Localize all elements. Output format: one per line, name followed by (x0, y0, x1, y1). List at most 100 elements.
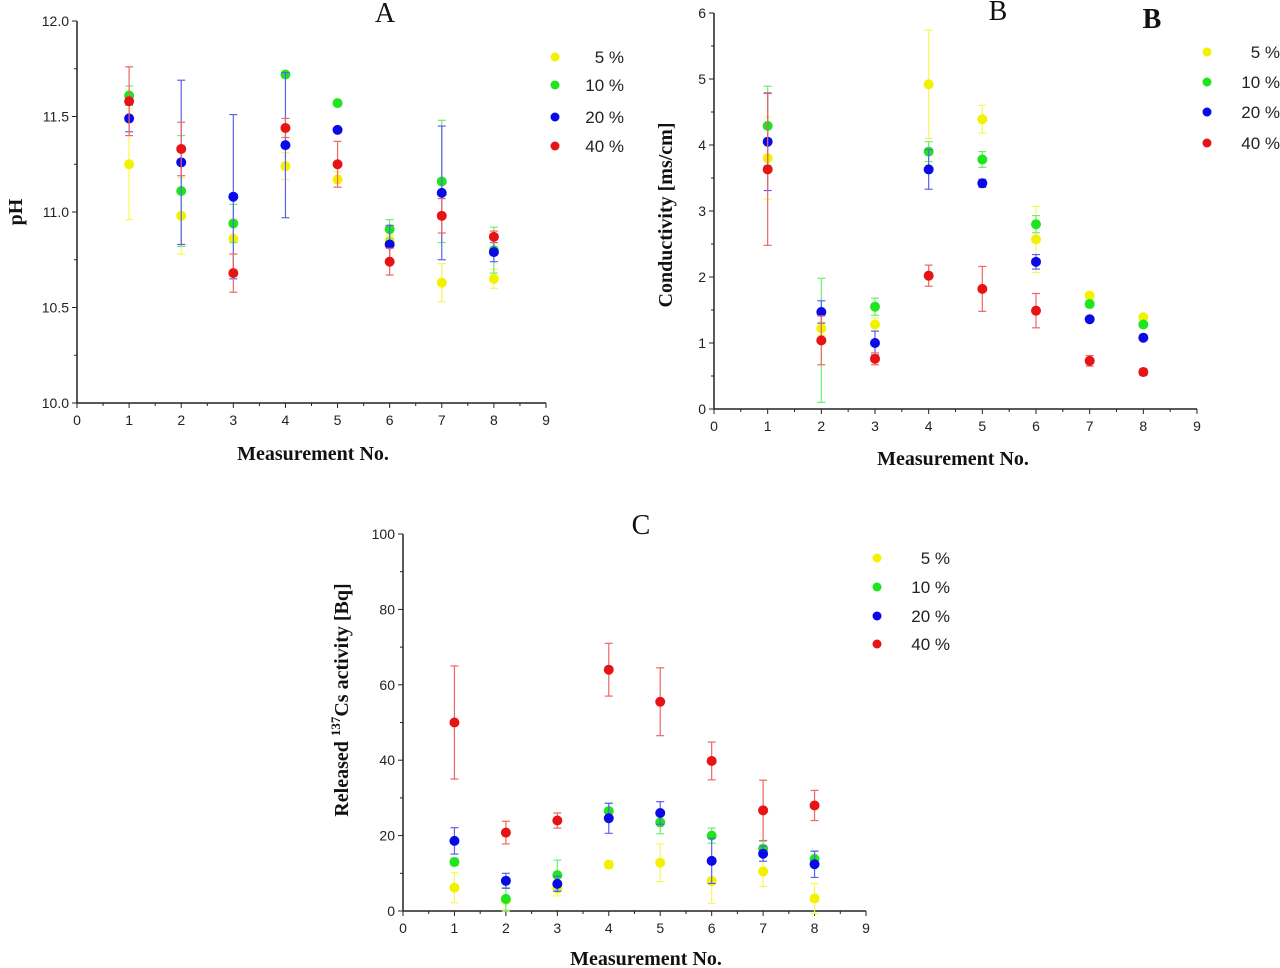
y-tick-label: 11.0 (43, 204, 69, 220)
data-point (552, 815, 563, 826)
x-axis-label: Measurement No. (877, 448, 1029, 470)
data-point (176, 143, 187, 154)
legend-marker (872, 553, 882, 563)
x-tick-label: 0 (710, 418, 718, 434)
data-point (1138, 332, 1149, 343)
x-tick-label: 9 (1193, 418, 1201, 434)
data-point (870, 319, 880, 330)
data-point (332, 159, 343, 170)
data-point (228, 268, 239, 279)
data-point (1031, 305, 1041, 316)
series-5-percent (762, 29, 1149, 336)
data-point (449, 717, 460, 728)
x-tick-label: 7 (759, 920, 767, 936)
legend-label: 5 % (921, 549, 950, 568)
data-point (870, 301, 880, 312)
legend-label: 10 % (911, 578, 950, 597)
y-tick-label: 1 (698, 335, 706, 351)
legend-label: 40 % (585, 137, 624, 156)
data-point (655, 696, 666, 707)
x-tick-label: 8 (811, 920, 819, 936)
data-point (332, 98, 343, 109)
y-axis-label-superscript: 137 (328, 716, 343, 736)
legend-label: 5 % (595, 48, 624, 67)
x-tick-label: 1 (764, 418, 772, 434)
x-tick-label: 7 (438, 412, 446, 428)
data-point (603, 813, 614, 824)
legend-label: 5 % (1251, 43, 1280, 62)
x-tick-label: 9 (862, 920, 870, 936)
x-axis-label: Measurement No. (237, 443, 389, 465)
y-tick-label: 10.5 (42, 300, 69, 316)
x-tick-label: 1 (451, 920, 459, 936)
x-tick-label: 3 (553, 920, 561, 936)
data-point (1138, 312, 1149, 323)
legend-label: 20 % (911, 607, 950, 626)
x-tick-label: 5 (978, 418, 986, 434)
data-point (758, 848, 769, 859)
legend-marker (1202, 138, 1212, 148)
data-point (923, 164, 934, 175)
legend-marker (1202, 107, 1212, 117)
x-tick-label: 6 (708, 920, 716, 936)
y-tick-label: 100 (372, 526, 396, 542)
data-point (603, 859, 614, 870)
legend-marker (872, 611, 882, 621)
data-point (1031, 256, 1041, 267)
x-tick-label: 8 (1139, 418, 1147, 434)
series-40-percent (762, 92, 1149, 378)
x-tick-label: 5 (334, 412, 342, 428)
data-point (816, 335, 827, 346)
data-point (384, 239, 395, 250)
y-tick-label: 40 (379, 752, 395, 768)
data-point (706, 755, 717, 766)
y-tick-label: 0 (387, 903, 395, 919)
x-tick-label: 6 (386, 412, 394, 428)
y-tick-label: 80 (379, 601, 395, 617)
x-tick-label: 9 (542, 412, 550, 428)
data-point (977, 178, 988, 189)
data-point (124, 96, 135, 107)
x-axis-label: Measurement No. (570, 948, 722, 968)
series-40-percent (124, 66, 499, 293)
y-tick-label: 20 (379, 828, 395, 844)
data-point (1031, 219, 1041, 230)
data-point (977, 283, 988, 294)
data-point (228, 191, 239, 202)
chart-A: 0 1 2 3 4 5 6 7 8 9 10.0 10.5 11.0 11.5 12.0 A Measureme… (5, 0, 624, 465)
x-tick-label: 2 (817, 418, 825, 434)
x-tick-label: 3 (229, 412, 237, 428)
data-point (923, 79, 934, 90)
y-tick-label: 2 (698, 269, 706, 285)
data-point (488, 273, 499, 284)
y-tick-label: 10.0 (42, 395, 69, 411)
legend-marker (550, 52, 560, 62)
series-10-percent (124, 69, 499, 274)
series-5-percent (449, 843, 820, 915)
data-point (436, 187, 447, 198)
data-point (488, 247, 499, 258)
data-point (1138, 367, 1149, 378)
data-point (1084, 355, 1095, 366)
data-point (977, 154, 988, 165)
y-axis-label: Conductivity [ms/cm] (655, 123, 677, 308)
legend-marker (550, 80, 560, 90)
legend-marker (872, 639, 882, 649)
y-axis-label-prefix: Released (331, 736, 353, 817)
y-tick-label: 3 (698, 203, 706, 219)
y-axis-label: Released 137Cs activity [Bq] (328, 583, 353, 816)
x-tick-label: 7 (1086, 418, 1094, 434)
x-tick-label: 4 (282, 412, 290, 428)
legend-label: 10 % (1241, 73, 1280, 92)
data-point (870, 353, 880, 364)
legend-label: 20 % (585, 108, 624, 127)
data-point (655, 807, 666, 818)
series-40-percent (449, 642, 820, 845)
data-point (816, 306, 827, 317)
data-point (332, 124, 343, 135)
x-tick-label: 5 (656, 920, 664, 936)
y-axis-label: pH (5, 198, 27, 225)
x-tick-label: 6 (1032, 418, 1040, 434)
x-tick-label: 2 (177, 412, 185, 428)
